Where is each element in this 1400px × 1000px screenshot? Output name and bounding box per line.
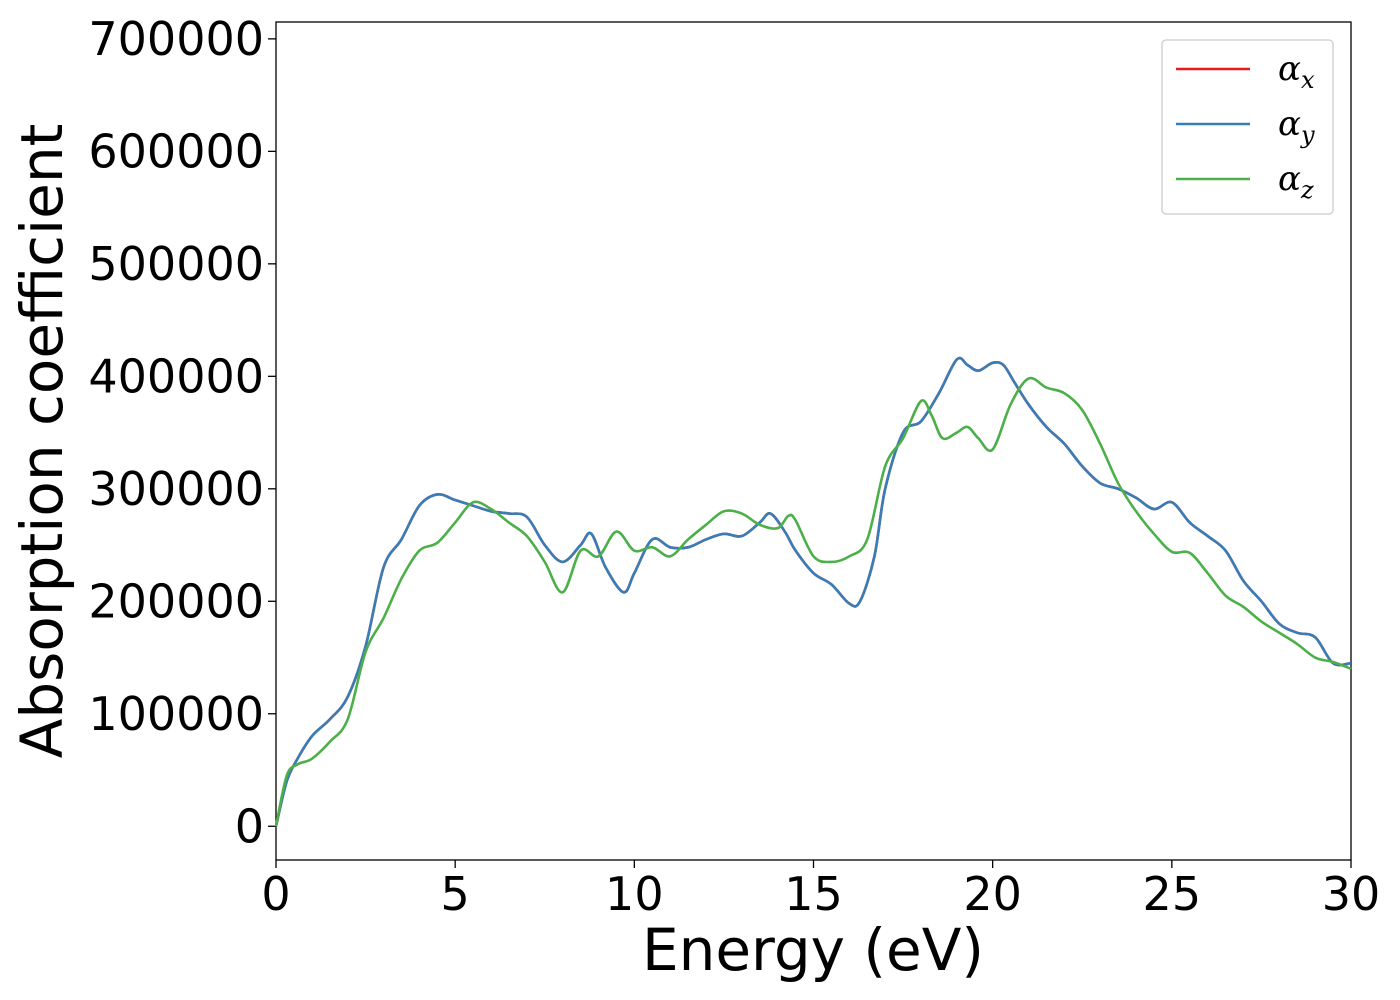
x-tick-label: 20 — [963, 867, 1022, 921]
x-axis-ticks: 0 5 10 15 20 25 30 — [261, 860, 1380, 921]
x-tick-label: 25 — [1143, 867, 1202, 921]
legend-box — [1161, 39, 1334, 215]
series-line-alpha-y — [274, 356, 1352, 827]
y-tick-label: 0 — [235, 799, 264, 853]
legend-label-alpha-x: αx — [1278, 49, 1315, 94]
series-line-alpha-z — [274, 376, 1352, 827]
x-tick-label: 10 — [605, 867, 664, 921]
y-tick-label: 700000 — [88, 12, 264, 66]
y-tick-label: 600000 — [88, 124, 264, 178]
y-tick-label: 300000 — [88, 462, 264, 516]
y-tick-label: 400000 — [88, 349, 264, 403]
x-tick-label: 5 — [441, 867, 470, 921]
x-tick-label: 15 — [784, 867, 843, 921]
y-axis-ticks: 0 100000 200000 300000 400000 500000 600000 700… — [88, 12, 276, 853]
legend-label-alpha-y: αy — [1278, 104, 1315, 149]
x-axis-title: Energy (eV) — [642, 916, 984, 984]
y-tick-label: 100000 — [88, 687, 264, 741]
series-line-alpha-x — [274, 356, 1352, 827]
x-tick-label: 0 — [261, 867, 290, 921]
y-tick-label: 500000 — [88, 237, 264, 291]
y-axis-title: Absorption coefficient — [8, 124, 76, 759]
y-tick-label: 200000 — [88, 574, 264, 628]
series-lines — [274, 356, 1352, 827]
x-tick-label: 30 — [1322, 867, 1381, 921]
